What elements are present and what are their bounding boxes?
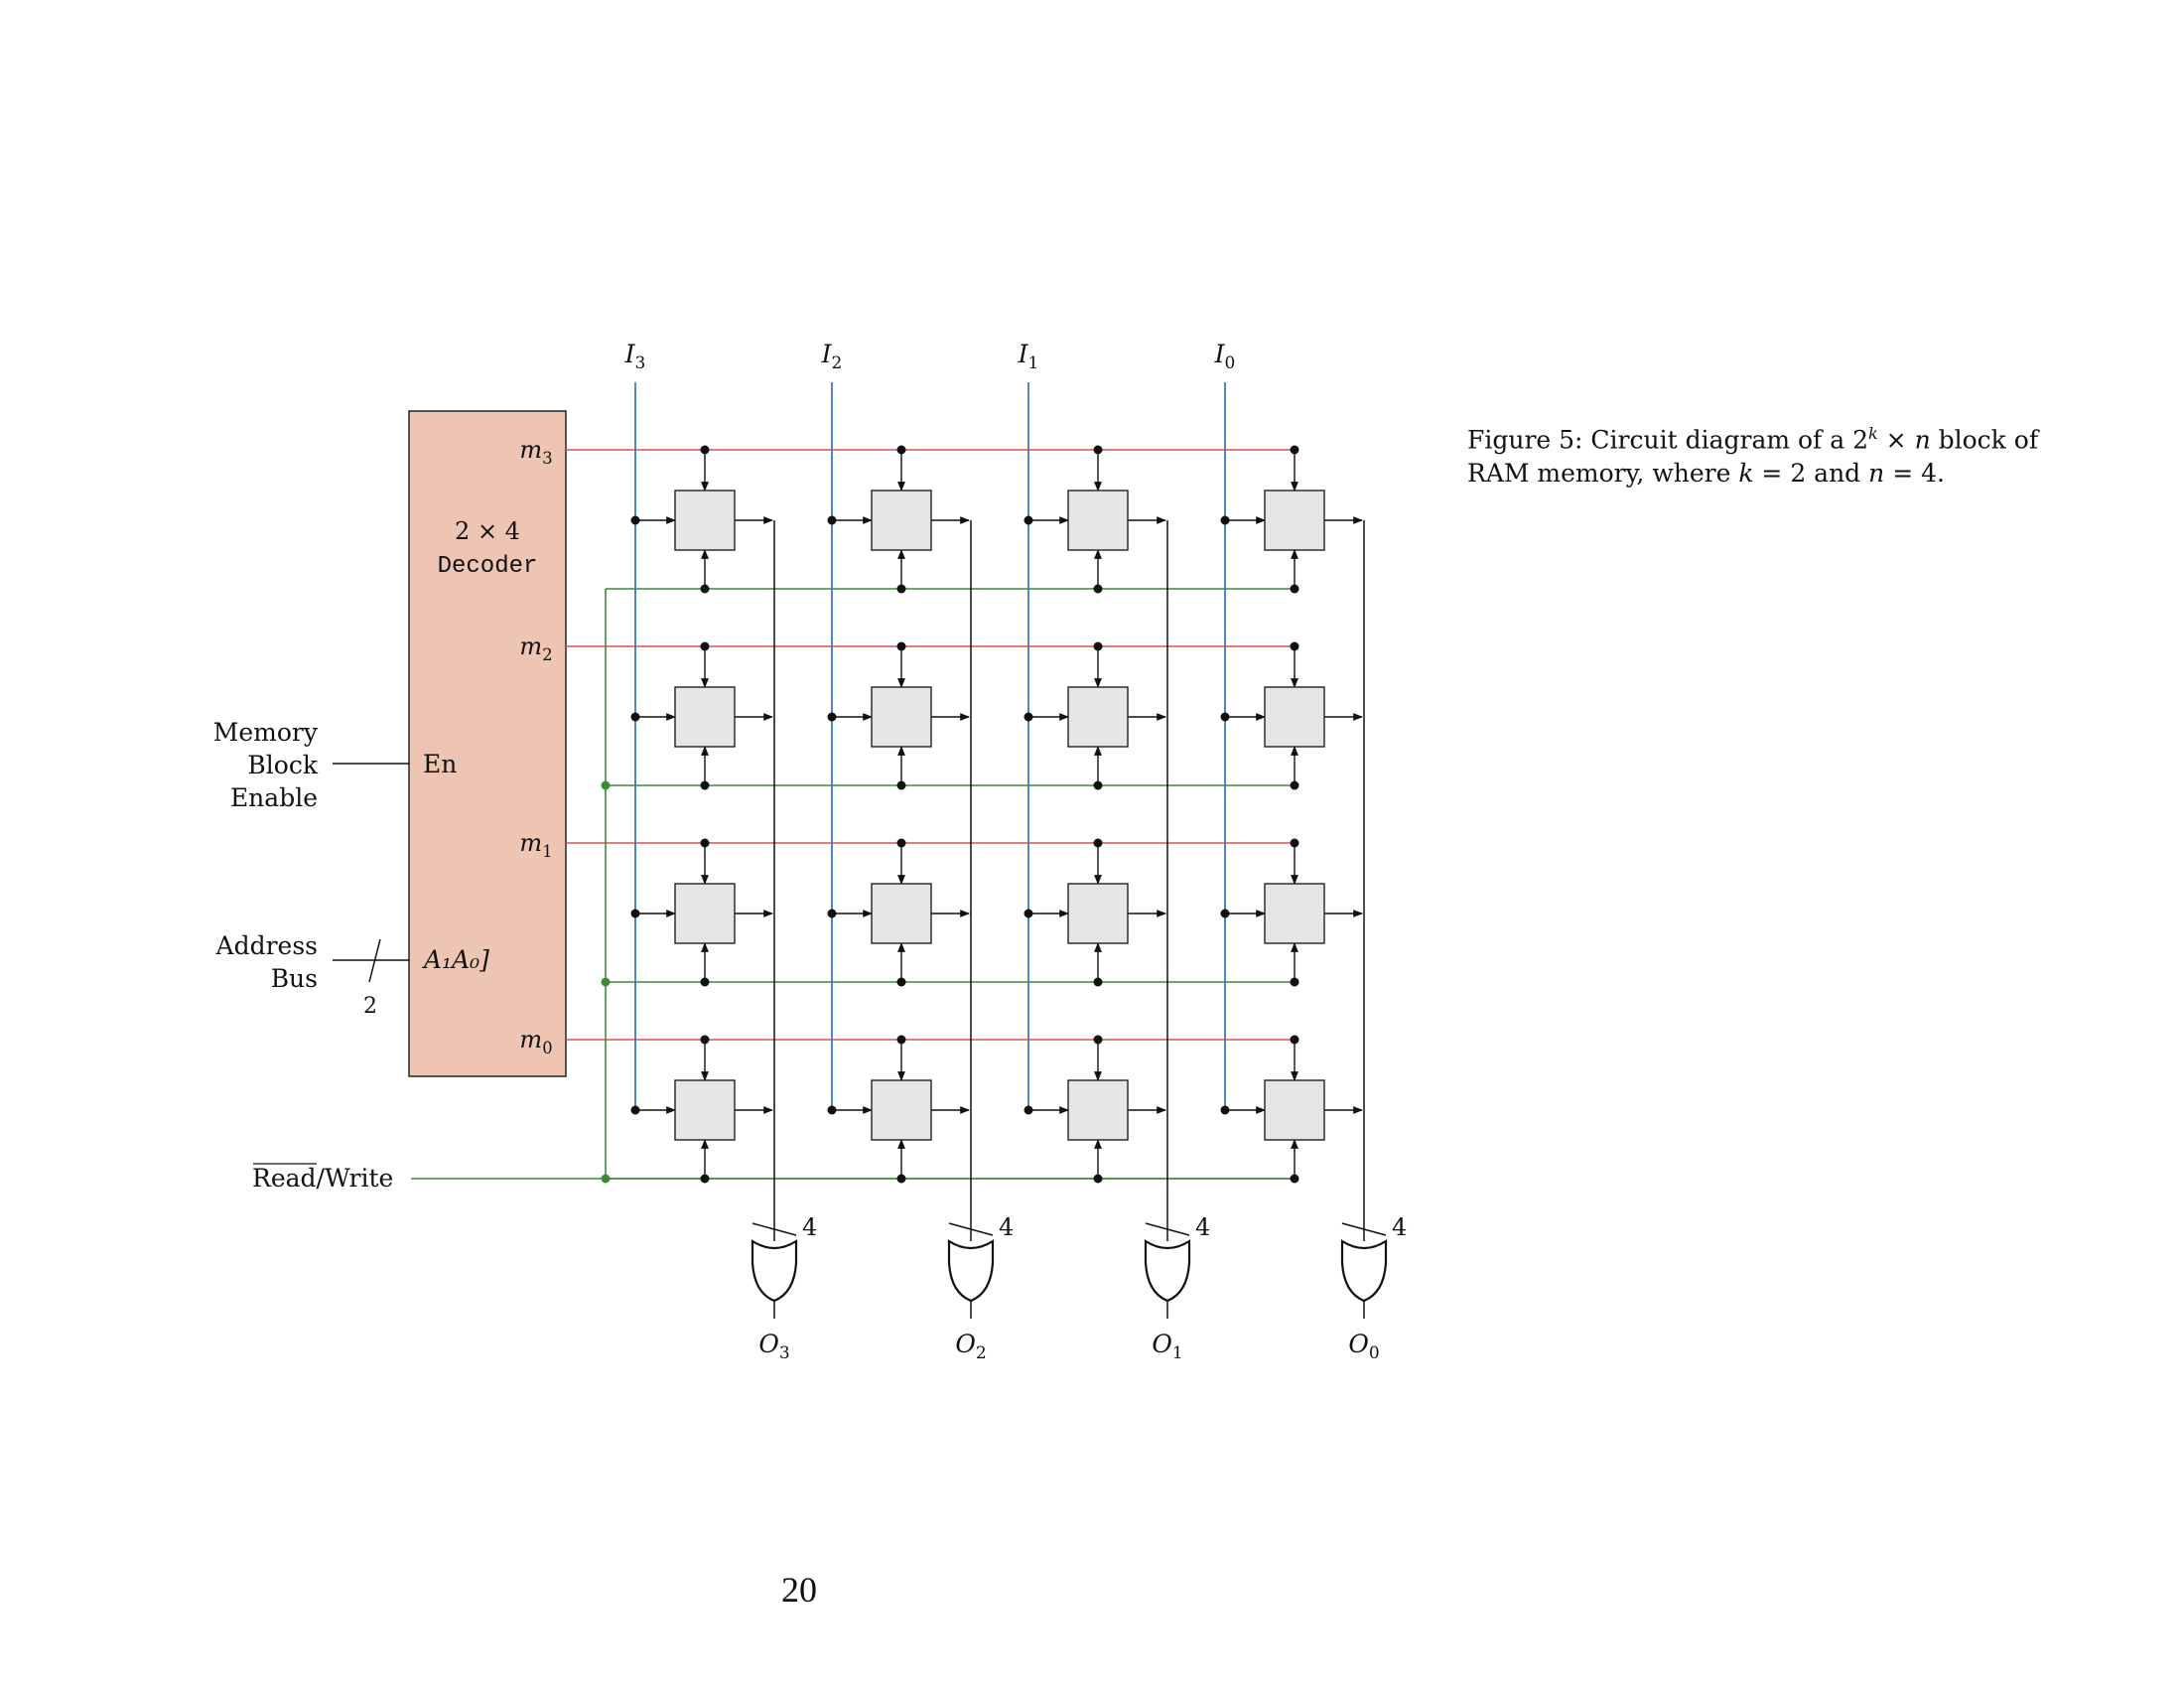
- address-bus-label: Address Bus: [215, 931, 318, 993]
- output-label-O3: O3: [758, 1330, 789, 1363]
- binary-cell: [1264, 686, 1325, 748]
- decoder-name: Decoder: [438, 553, 538, 580]
- memory-block-enable-line-1: Memory: [213, 718, 319, 747]
- input-label-I1: I1: [1018, 340, 1039, 373]
- read-write-junction-dot: [601, 977, 611, 987]
- or-gate-O2: [947, 1238, 995, 1303]
- or-gate-O3: [751, 1238, 798, 1303]
- decoder-output-m0-label: m0: [519, 1026, 552, 1057]
- binary-cell: [871, 883, 932, 944]
- caption-prefix: Figure 5: Circuit diagram of a: [1467, 425, 1853, 455]
- binary-cell: [1067, 1079, 1129, 1141]
- caption-times: ×: [1877, 425, 1915, 455]
- binary-cell: [871, 1079, 932, 1141]
- read-write-rest: /Write: [317, 1164, 394, 1193]
- caption-n2: n: [1868, 459, 1885, 489]
- decoder-output-m2-label: m2: [519, 633, 552, 664]
- or-bus-slash: [948, 1222, 994, 1236]
- or-bus-width-label: 4: [802, 1213, 817, 1241]
- input-label-I0: I0: [1214, 340, 1236, 373]
- binary-cell: [1264, 883, 1325, 944]
- decoder-address-pins: A₁A₀]: [422, 945, 489, 974]
- address-bus-width: 2: [363, 994, 377, 1019]
- binary-cell: [674, 490, 736, 551]
- or-bus-slash: [1145, 1222, 1190, 1236]
- or-bus-width-label: 4: [1392, 1213, 1407, 1241]
- read-write-label: Read/Write: [252, 1164, 393, 1193]
- caption-n: n: [1914, 425, 1931, 455]
- caption-k: k: [1738, 459, 1754, 489]
- caption-base: 2: [1852, 425, 1869, 455]
- or-bus-width-label: 4: [1195, 1213, 1210, 1241]
- caption-middle: block of RAM memory, where: [1467, 425, 2039, 489]
- or-bus-slash: [751, 1222, 797, 1236]
- input-label-I3: I3: [624, 340, 646, 373]
- binary-cell: [871, 490, 932, 551]
- memory-block-enable-line-2: Block: [247, 751, 318, 779]
- figure-caption: Figure 5: Circuit diagram of a 2k × n bl…: [1467, 417, 2083, 491]
- output-label-O2: O2: [955, 1330, 986, 1363]
- binary-cell: [1264, 1079, 1325, 1141]
- read-write-junction-dot: [601, 780, 611, 790]
- memory-block-enable-label: Memory Block Enable: [213, 718, 319, 812]
- or-bus-width-label: 4: [999, 1213, 1014, 1241]
- caption-eq2: = 4.: [1884, 459, 1945, 489]
- binary-cell: [1264, 490, 1325, 551]
- or-gate-O0: [1340, 1238, 1388, 1303]
- address-bus-slash: [368, 938, 381, 983]
- output-label-O0: O0: [1348, 1330, 1379, 1363]
- decoder-enable-pin: En: [423, 750, 457, 778]
- binary-cell: [1067, 490, 1129, 551]
- binary-cell: [871, 686, 932, 748]
- decoder-title: 2 × 4: [455, 517, 520, 545]
- address-bus-line-1: Address: [215, 931, 318, 960]
- read-write-overlined: Read: [252, 1164, 317, 1193]
- decoder-block: [408, 410, 567, 1077]
- read-write-junction-dot: [601, 1174, 611, 1184]
- page-number: 20: [781, 1570, 817, 1610]
- binary-cell: [674, 883, 736, 944]
- memory-grid: m3 m2 m1 m0 I3 I2 I1 I0 4 O3 4 O2 4 O1 4 O0: [411, 340, 1407, 1363]
- input-label-I2: I2: [821, 340, 843, 373]
- address-bus-line-2: Bus: [271, 964, 318, 993]
- caption-sup: k: [1868, 424, 1878, 443]
- caption-eq1: = 2 and: [1753, 459, 1869, 489]
- binary-cell: [674, 686, 736, 748]
- memory-block-enable-line-3: Enable: [230, 783, 318, 812]
- decoder-output-m3-label: m3: [519, 436, 552, 468]
- decoder-output-m1-label: m1: [519, 829, 552, 861]
- or-bus-slash: [1341, 1222, 1387, 1236]
- binary-cell: [674, 1079, 736, 1141]
- or-gate-O1: [1144, 1238, 1191, 1303]
- binary-cell: [1067, 686, 1129, 748]
- output-label-O1: O1: [1152, 1330, 1182, 1363]
- binary-cell: [1067, 883, 1129, 944]
